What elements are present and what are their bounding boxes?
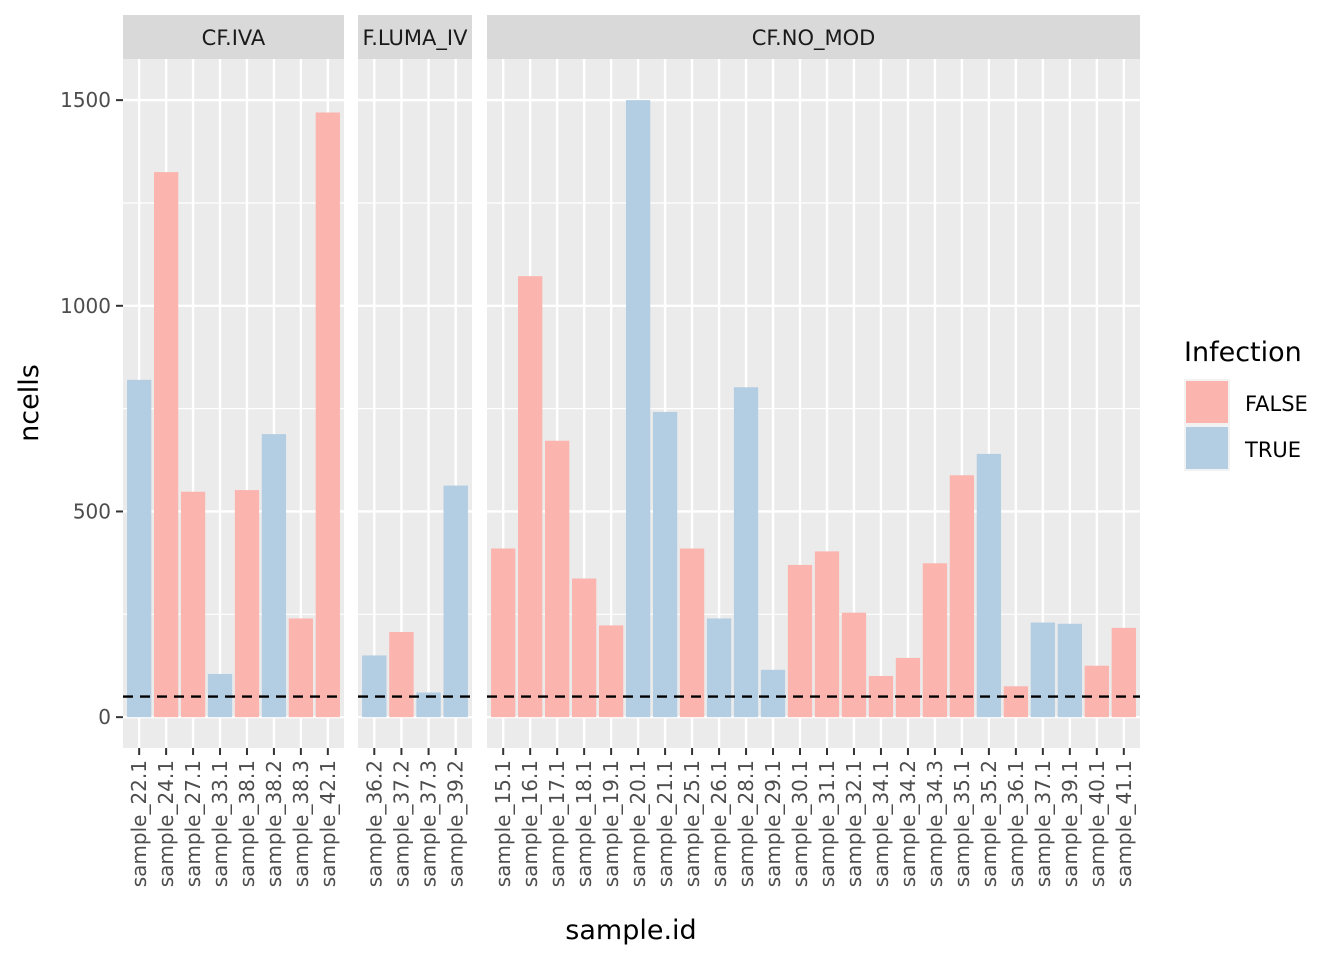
x-tick-label: sample_35.2 bbox=[977, 760, 1001, 887]
bar-sample_39.2 bbox=[443, 485, 468, 718]
y-tick-label: 500 bbox=[73, 499, 111, 523]
bar-sample_20.1 bbox=[625, 100, 651, 718]
bar-sample_19.1 bbox=[598, 625, 624, 718]
x-tick-label: sample_32.1 bbox=[842, 760, 866, 887]
legend-title: Infection bbox=[1184, 337, 1302, 368]
x-tick-label: sample_38.3 bbox=[289, 760, 313, 887]
x-tick-label: sample_25.1 bbox=[680, 760, 704, 887]
x-tick-label: sample_37.2 bbox=[389, 760, 413, 887]
x-tick-label: sample_26.1 bbox=[707, 760, 731, 887]
x-tick-label: sample_27.1 bbox=[181, 760, 205, 887]
x-tick-label: sample_35.1 bbox=[950, 760, 974, 887]
legend: Infection FALSE TRUE bbox=[1184, 337, 1308, 471]
bar-sample_21.1 bbox=[652, 411, 678, 718]
x-tick-label: sample_34.2 bbox=[896, 760, 920, 887]
x-tick-label: sample_34.1 bbox=[869, 760, 893, 887]
bar-sample_29.1 bbox=[760, 669, 786, 718]
x-tick-label: sample_17.1 bbox=[545, 760, 569, 887]
bar-sample_37.2 bbox=[389, 632, 414, 718]
bar-sample_35.2 bbox=[976, 453, 1002, 718]
y-tick-label: 1000 bbox=[60, 294, 111, 318]
bar-sample_34.2 bbox=[895, 657, 921, 718]
bar-sample_37.1 bbox=[1030, 622, 1056, 718]
x-tick-label: sample_38.1 bbox=[235, 760, 259, 887]
bar-sample_36.1 bbox=[1003, 686, 1029, 718]
bar-sample_34.3 bbox=[922, 563, 948, 718]
x-tick-label: sample_40.1 bbox=[1085, 760, 1109, 887]
x-tick-label: sample_39.1 bbox=[1058, 760, 1082, 887]
x-tick-label: sample_42.1 bbox=[316, 760, 340, 887]
x-tick-label: sample_37.1 bbox=[1031, 760, 1055, 887]
legend-label-false: FALSE bbox=[1245, 392, 1308, 416]
x-tick-label: sample_16.1 bbox=[518, 760, 542, 887]
x-tick-label: sample_24.1 bbox=[154, 760, 178, 887]
y-axis: 0 500 1000 1500 bbox=[60, 88, 123, 729]
bar-sample_38.3 bbox=[288, 618, 314, 718]
legend-label-true: TRUE bbox=[1244, 438, 1301, 462]
bar-sample_15.1 bbox=[491, 548, 516, 718]
x-tick-label: sample_36.2 bbox=[362, 760, 386, 887]
bar-sample_27.1 bbox=[180, 491, 206, 718]
facet-strip-label: CF.IVA bbox=[202, 26, 266, 50]
bar-sample_22.1 bbox=[127, 379, 152, 718]
x-tick-label: sample_30.1 bbox=[788, 760, 812, 887]
facet-strip-label: CF.NO_MOD bbox=[752, 26, 876, 51]
facet-panel: F.LUMA_IV sample_36.2 sample_37.2 sample_37… bbox=[358, 15, 472, 887]
bar-sample_39.1 bbox=[1057, 623, 1082, 718]
x-tick-label: sample_28.1 bbox=[734, 760, 758, 887]
bar-sample_42.1 bbox=[315, 112, 340, 718]
y-axis-title: ncells bbox=[14, 364, 45, 442]
y-tick-label: 1500 bbox=[60, 88, 111, 112]
x-tick-label: sample_29.1 bbox=[761, 760, 785, 887]
facet-strip bbox=[358, 15, 472, 59]
bar-sample_18.1 bbox=[571, 578, 597, 718]
x-tick-label: sample_36.1 bbox=[1004, 760, 1028, 887]
bar-sample_24.1 bbox=[153, 172, 179, 718]
x-tick-label: sample_39.2 bbox=[444, 760, 468, 887]
bar-sample_28.1 bbox=[733, 387, 759, 718]
facet-strip bbox=[487, 15, 1140, 59]
facet-panel: CF.NO_MOD sample_15.1 sample_16.1 sample_17… bbox=[487, 15, 1140, 887]
x-tick-label: sample_18.1 bbox=[572, 760, 596, 887]
bar-sample_36.2 bbox=[362, 655, 387, 718]
bar-sample_30.1 bbox=[787, 564, 813, 718]
x-axis-title: sample.id bbox=[565, 915, 696, 946]
facet-strip bbox=[123, 15, 344, 59]
legend-swatch-false bbox=[1186, 381, 1228, 423]
x-tick-label: sample_37.3 bbox=[417, 760, 441, 887]
bar-sample_17.1 bbox=[545, 440, 570, 718]
x-tick-label: sample_38.2 bbox=[262, 760, 286, 887]
x-tick-label: sample_19.1 bbox=[599, 760, 623, 887]
x-tick-label: sample_41.1 bbox=[1112, 760, 1136, 887]
x-tick-label: sample_15.1 bbox=[491, 760, 515, 887]
bar-sample_32.1 bbox=[841, 612, 867, 718]
x-tick-label: sample_20.1 bbox=[626, 760, 650, 887]
x-tick-label: sample_22.1 bbox=[127, 760, 151, 887]
bar-sample_25.1 bbox=[679, 548, 705, 718]
bar-sample_35.1 bbox=[949, 475, 975, 718]
bar-sample_38.1 bbox=[234, 490, 260, 718]
bar-sample_40.1 bbox=[1084, 665, 1109, 718]
x-tick-label: sample_21.1 bbox=[653, 760, 677, 887]
bar-sample_41.1 bbox=[1111, 627, 1136, 718]
bar-sample_31.1 bbox=[814, 551, 840, 718]
bar-sample_38.2 bbox=[261, 434, 287, 718]
bar-sample_16.1 bbox=[518, 276, 543, 718]
x-tick-label: sample_31.1 bbox=[815, 760, 839, 887]
facet-strip-label: F.LUMA_IV bbox=[363, 26, 469, 51]
legend-swatch-true bbox=[1186, 427, 1228, 469]
x-tick-label: sample_33.1 bbox=[208, 760, 232, 887]
panels-layer: 0 500 1000 1500 CF.IVA sample_22.1 sample_24.1… bbox=[60, 15, 1140, 887]
y-tick-label: 0 bbox=[98, 705, 111, 729]
bar-sample_26.1 bbox=[706, 618, 732, 718]
x-tick-label: sample_34.3 bbox=[923, 760, 947, 887]
